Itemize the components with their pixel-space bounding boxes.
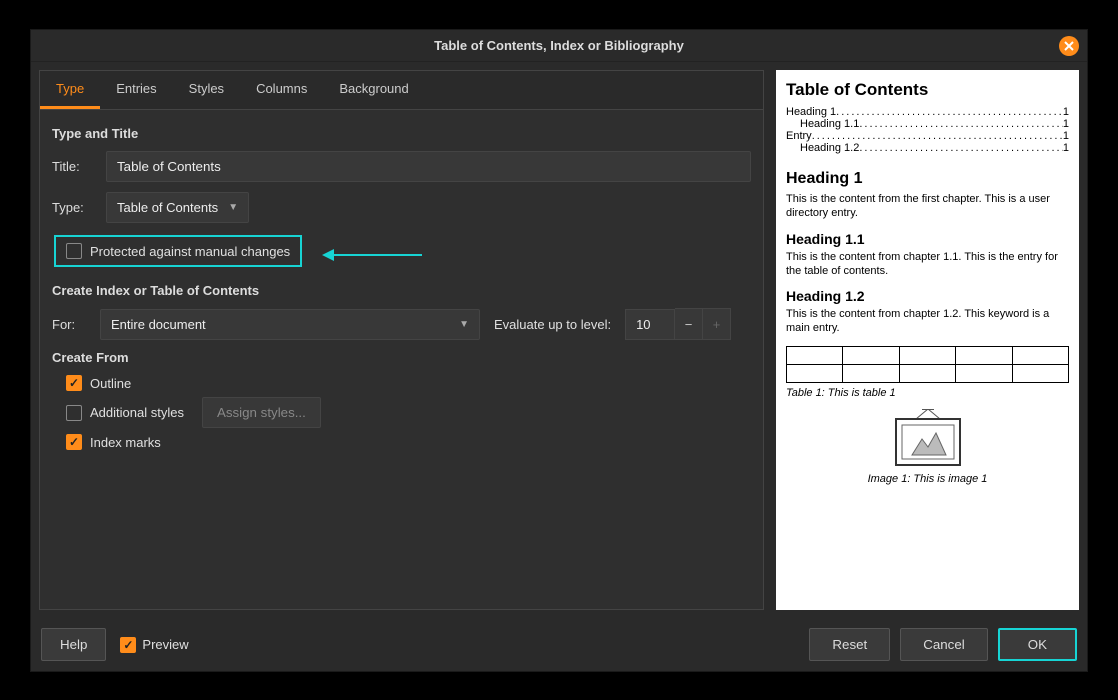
reset-button[interactable]: Reset (809, 628, 890, 661)
dialog-footer: Help Preview Reset Cancel OK (31, 618, 1087, 671)
title-input[interactable] (106, 151, 751, 182)
help-button[interactable]: Help (41, 628, 106, 661)
index-marks-label: Index marks (90, 435, 161, 450)
toc-line: Heading 1.2.............................… (786, 142, 1069, 154)
annotation-arrow-icon (332, 254, 422, 256)
preview-checkbox[interactable] (120, 637, 136, 653)
index-marks-checkbox[interactable] (66, 434, 82, 450)
preview-image-frame (888, 409, 968, 469)
preview-p1: This is the content from the first chapt… (786, 192, 1069, 221)
section-create-from: Create From (52, 350, 751, 365)
outline-label: Outline (90, 376, 131, 391)
outline-checkbox[interactable] (66, 375, 82, 391)
tab-background[interactable]: Background (323, 71, 424, 109)
title-label: Title: (52, 159, 96, 174)
for-select-value: Entire document (111, 317, 206, 332)
close-button[interactable] (1059, 36, 1079, 56)
assign-styles-button[interactable]: Assign styles... (202, 397, 321, 428)
section-type-title: Type and Title (52, 126, 751, 141)
close-icon (1064, 41, 1074, 51)
preview-h11: Heading 1.1 (786, 231, 1069, 247)
tab-columns[interactable]: Columns (240, 71, 323, 109)
tab-bar: Type Entries Styles Columns Background (40, 71, 763, 110)
toc-line: Heading 1...............................… (786, 106, 1069, 118)
left-pane: Type Entries Styles Columns Background T… (39, 70, 764, 610)
toc-line: Entry...................................… (786, 130, 1069, 142)
dialog-body: Type Entries Styles Columns Background T… (31, 62, 1087, 618)
protected-label: Protected against manual changes (90, 244, 290, 259)
type-label: Type: (52, 200, 96, 215)
form-area: Type and Title Title: Type: Table of Con… (40, 110, 763, 609)
chevron-down-icon: ▼ (228, 202, 238, 213)
preview-label: Preview (142, 637, 188, 652)
evaluate-spinner: 10 − + (625, 308, 731, 340)
toc-line: Heading 1.1.............................… (786, 118, 1069, 130)
type-select-value: Table of Contents (117, 200, 218, 215)
type-row: Type: Table of Contents ▼ (52, 192, 751, 223)
additional-styles-checkbox[interactable] (66, 405, 82, 421)
index-marks-row: Index marks (66, 434, 751, 450)
outline-row: Outline (66, 375, 751, 391)
titlebar: Table of Contents, Index or Bibliography (31, 30, 1087, 62)
preview-h1: Heading 1 (786, 170, 1069, 188)
preview-table-caption: Table 1: This is table 1 (786, 387, 1069, 399)
cancel-button[interactable]: Cancel (900, 628, 988, 661)
preview-toc-list: Heading 1...............................… (786, 106, 1069, 154)
preview-table (786, 346, 1069, 383)
preview-image-icon (888, 409, 968, 469)
title-row: Title: (52, 151, 751, 182)
preview-toc-title: Table of Contents (786, 80, 1069, 100)
evaluate-label: Evaluate up to level: (494, 317, 611, 332)
dialog-title: Table of Contents, Index or Bibliography (434, 38, 684, 53)
tab-type[interactable]: Type (40, 71, 100, 109)
for-select[interactable]: Entire document ▼ (100, 309, 480, 340)
toc-dialog: Table of Contents, Index or Bibliography… (30, 29, 1088, 672)
for-label: For: (52, 317, 86, 332)
chevron-down-icon: ▼ (459, 319, 469, 330)
preview-toggle: Preview (120, 637, 188, 653)
preview-p11: This is the content from chapter 1.1. Th… (786, 250, 1069, 279)
for-row: For: Entire document ▼ Evaluate up to le… (52, 308, 751, 340)
tab-styles[interactable]: Styles (173, 71, 240, 109)
protected-checkbox[interactable] (66, 243, 82, 259)
evaluate-increment[interactable]: + (703, 308, 731, 340)
tab-entries[interactable]: Entries (100, 71, 172, 109)
ok-button[interactable]: OK (998, 628, 1077, 661)
preview-image-caption: Image 1: This is image 1 (786, 473, 1069, 485)
additional-styles-label: Additional styles (90, 405, 184, 420)
preview-pane: Table of Contents Heading 1.............… (776, 70, 1079, 610)
preview-h12: Heading 1.2 (786, 288, 1069, 304)
evaluate-decrement[interactable]: − (675, 308, 703, 340)
additional-styles-row: Additional styles Assign styles... (66, 397, 751, 428)
type-select[interactable]: Table of Contents ▼ (106, 192, 249, 223)
protected-highlight: Protected against manual changes (54, 235, 302, 267)
preview-p12: This is the content from chapter 1.2. Th… (786, 307, 1069, 336)
evaluate-value[interactable]: 10 (625, 309, 675, 340)
section-create-index: Create Index or Table of Contents (52, 283, 751, 298)
